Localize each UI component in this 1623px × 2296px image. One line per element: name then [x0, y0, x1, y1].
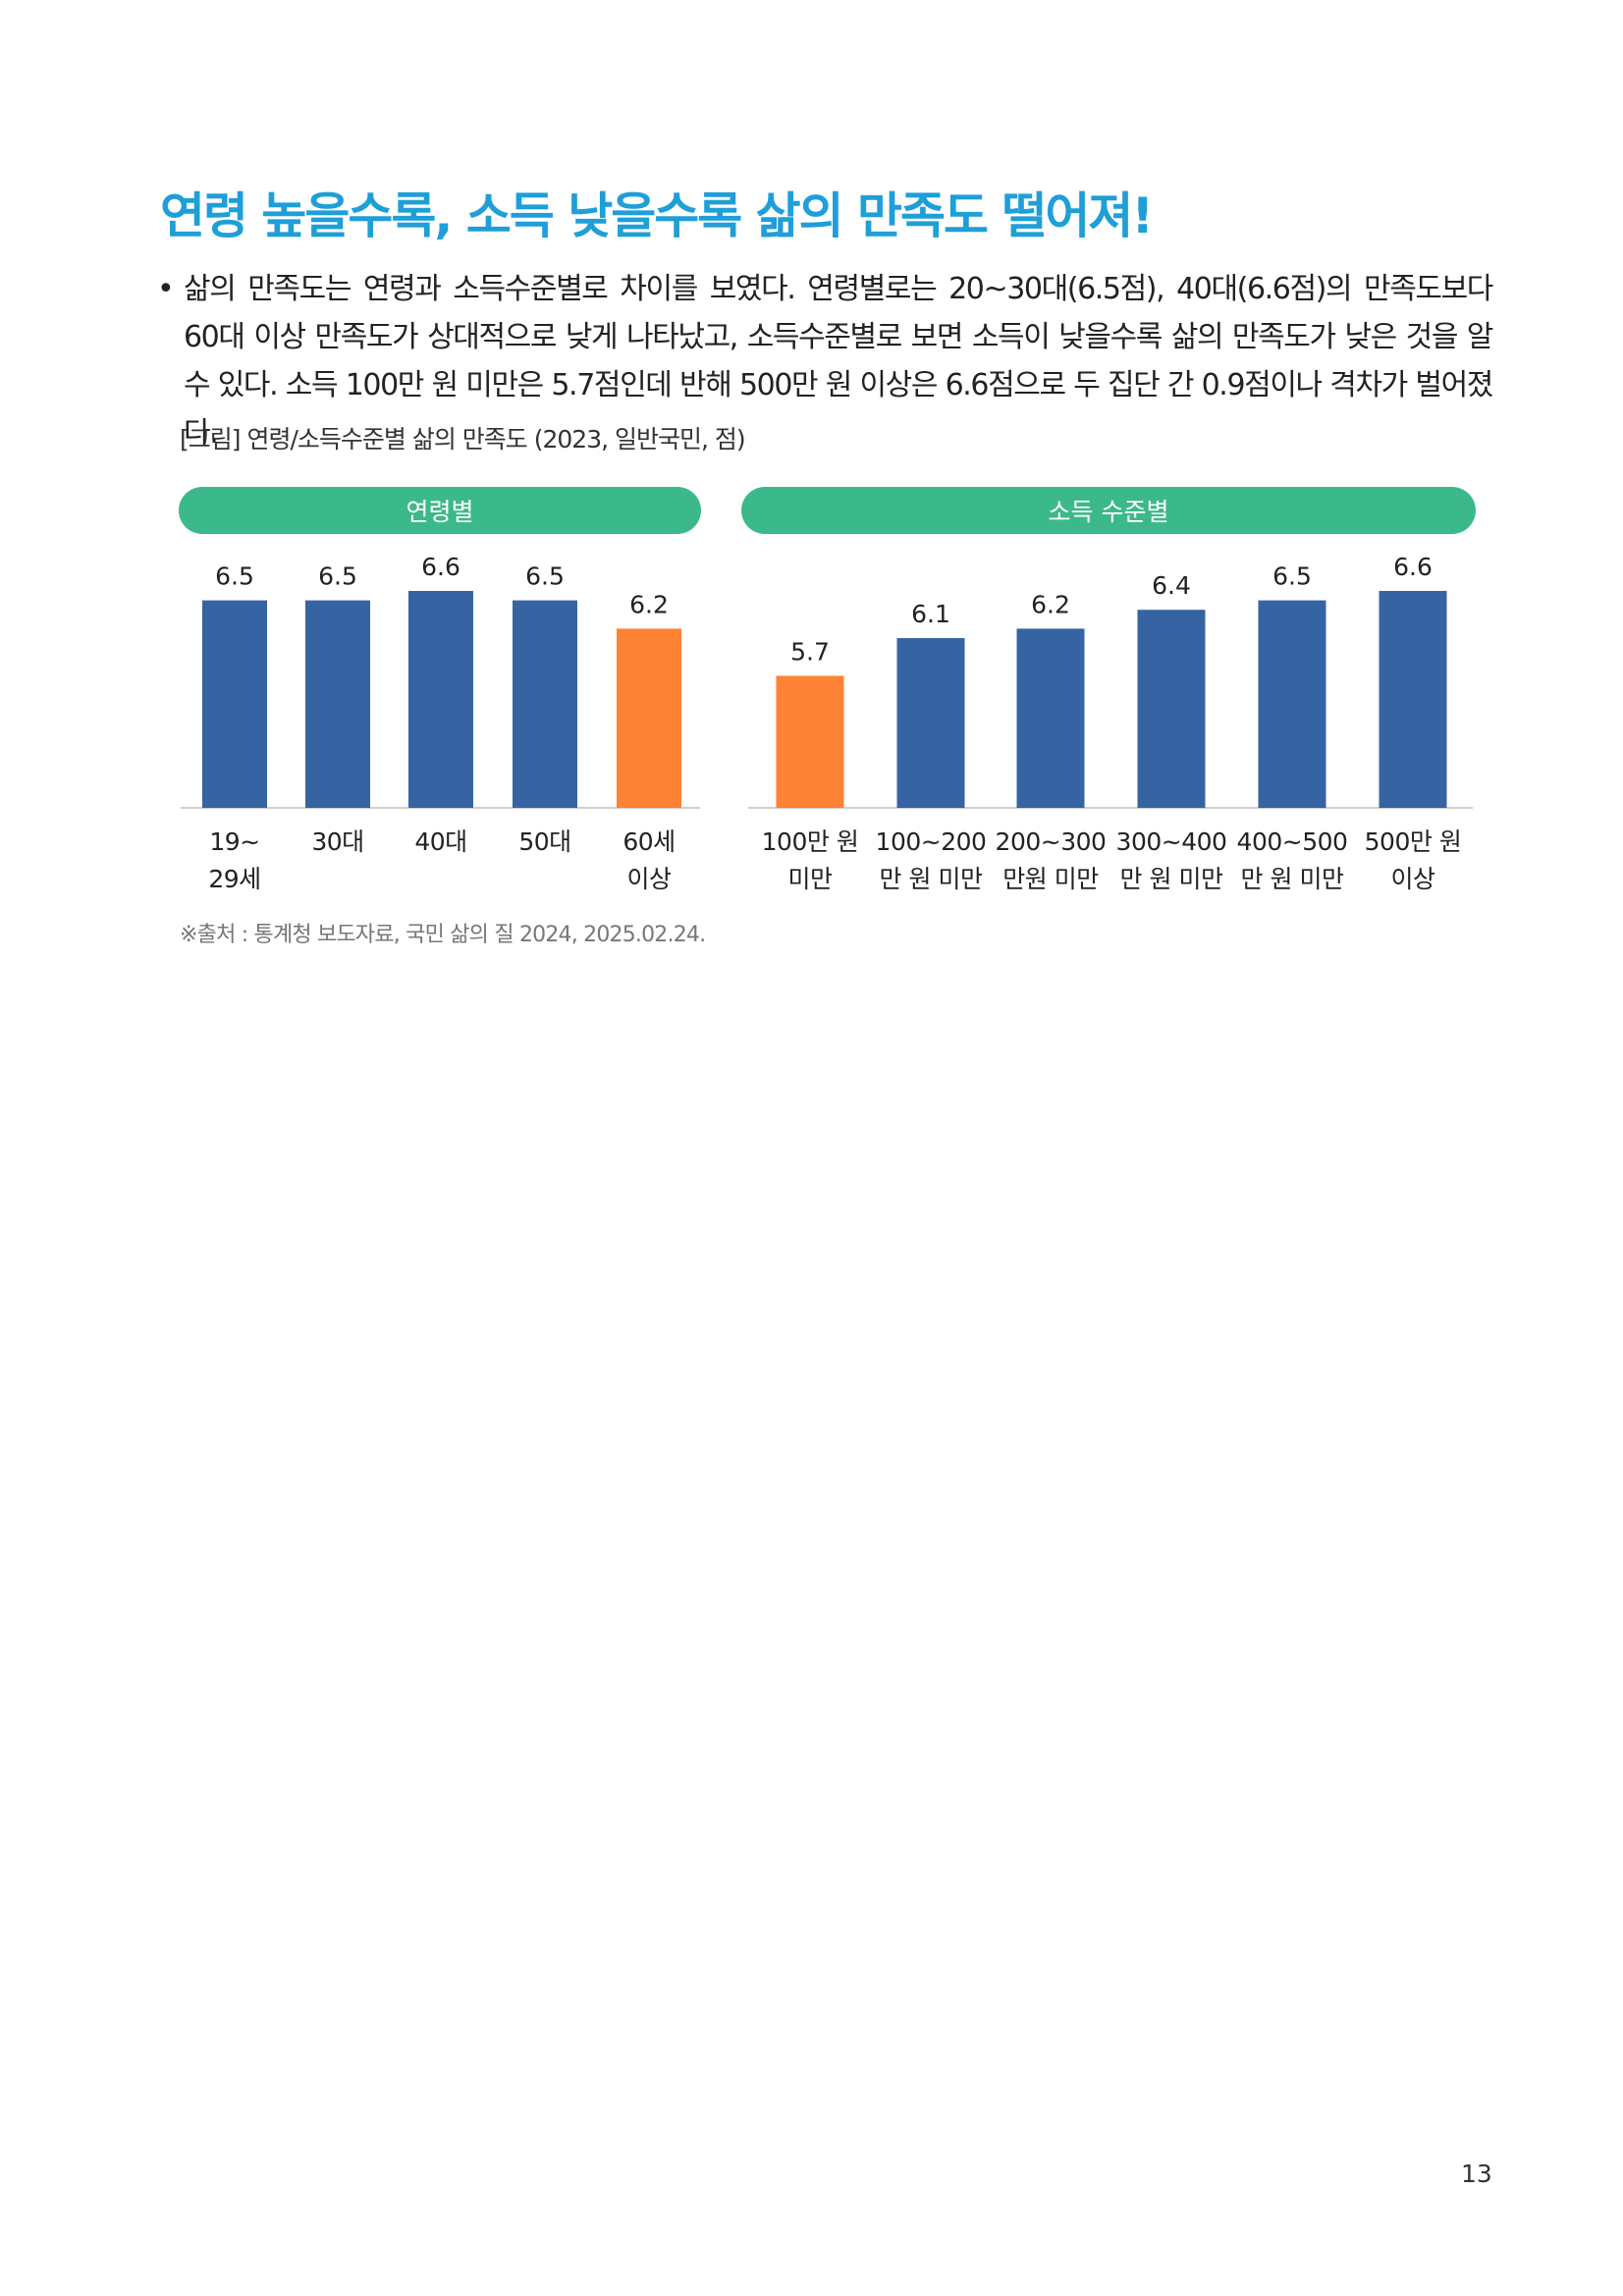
income-tick-label-3-1: 만 원 미만 [1120, 865, 1223, 893]
income-tick-label-1-0: 100~200 [876, 828, 987, 856]
summary-paragraph-block: • 삶의 만족도는 연령과 소득수준별로 차이를 보였다. 연령별로는 20~3… [157, 265, 1493, 457]
summary-paragraph: 삶의 만족도는 연령과 소득수준별로 차이를 보였다. 연령별로는 20~30대… [184, 272, 1493, 451]
income-tick-label-4-1: 만 원 미만 [1241, 865, 1344, 893]
income-tick-label-0-1: 미만 [787, 865, 833, 893]
income-value-label-1: 6.1 [911, 600, 950, 628]
income-value-label-5: 6.6 [1393, 553, 1433, 581]
income-chart-title: 소득 수준별 [741, 487, 1476, 534]
income-bar-1 [896, 638, 965, 808]
age-tick-label-2-0: 40대 [414, 828, 466, 856]
age-tick-label-0-1: 29세 [208, 865, 260, 893]
age-bar-0 [202, 600, 267, 808]
age-bar-2 [408, 591, 473, 808]
age-chart-title: 연령별 [179, 487, 701, 534]
income-value-label-2: 6.2 [1031, 590, 1070, 618]
income-tick-label-0-0: 100만 원 [762, 828, 859, 856]
age-bar-1 [305, 600, 370, 808]
age-value-label-1: 6.5 [318, 562, 357, 591]
bullet-icon: • [157, 272, 175, 306]
income-value-label-4: 6.5 [1272, 562, 1312, 591]
income-tick-label-2-0: 200~300 [996, 828, 1107, 856]
figure-caption: [그림] 연령/소득수준별 삶의 만족도 (2023, 일반국민, 점) [180, 425, 746, 454]
income-value-label-0: 5.7 [790, 637, 830, 666]
income-value-label-3: 6.4 [1152, 571, 1191, 600]
age-bar-3 [513, 600, 577, 808]
age-bar-4 [617, 628, 681, 808]
income-tick-label-1-1: 만 원 미만 [880, 865, 983, 893]
income-bar-4 [1258, 600, 1326, 808]
age-tick-label-4-0: 60세 [622, 828, 675, 856]
page-title: 연령 높을수록, 소득 낮을수록 삶의 만족도 떨어져! [160, 187, 1154, 244]
income-tick-label-5-1: 이상 [1390, 865, 1435, 893]
income-tick-label-3-0: 300~400 [1116, 828, 1227, 856]
income-bar-2 [1016, 628, 1085, 808]
age-tick-label-3-0: 50대 [518, 828, 570, 856]
income-bar-0 [776, 675, 844, 808]
age-value-label-3: 6.5 [525, 562, 565, 591]
age-value-label-2: 6.6 [421, 553, 460, 581]
income-tick-label-5-0: 500만 원 [1365, 828, 1462, 856]
income-bar-3 [1137, 610, 1206, 808]
income-bar-5 [1379, 591, 1447, 808]
income-tick-label-2-1: 만원 미만 [1002, 865, 1099, 893]
income-bar-chart: 5.7 100만 원미만 6.1 100~200 만 원 미만 6.2 200~300 만원 … [748, 553, 1473, 893]
source-note: ※출처 : 통계청 보도자료, 국민 삶의 질 2024, 2025.02.24… [180, 923, 706, 947]
age-tick-label-4-1: 이상 [626, 865, 672, 893]
age-value-label-4: 6.2 [629, 590, 669, 618]
page-number: 13 [1461, 2160, 1492, 2188]
income-tick-label-4-0: 400~500 [1237, 828, 1348, 856]
age-tick-label-0-0: 19~ [209, 828, 259, 856]
age-tick-label-1-0: 30대 [311, 828, 363, 856]
age-value-label-0: 6.5 [215, 562, 254, 591]
